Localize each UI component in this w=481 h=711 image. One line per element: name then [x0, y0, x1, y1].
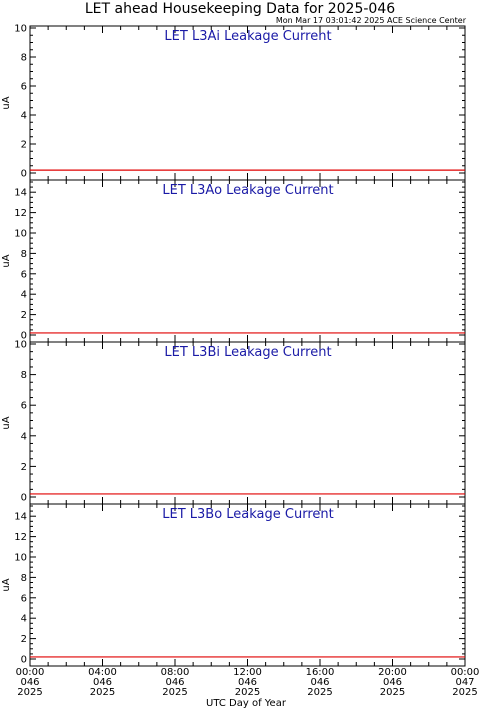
x-tick-time: 08:00 — [161, 667, 190, 678]
y-tick-label: 14 — [14, 512, 27, 523]
y-tick-label: 0 — [21, 655, 27, 666]
y-tick-label: 10 — [14, 24, 27, 35]
chart-panel-2: 0 2 4 6 8 10 12 14 uA LET L3Ao Leakage Current — [1, 179, 466, 343]
x-tick-time: 00:00 — [16, 667, 45, 678]
x-tick-time: 00:00 — [451, 667, 480, 678]
generation-timestamp: Mon Mar 17 03:01:42 2025 ACE Science Cen… — [276, 16, 467, 25]
y-tick-label: 8 — [21, 370, 27, 381]
x-tick-year: 2025 — [90, 687, 115, 698]
x-tick-time: 20:00 — [378, 667, 407, 678]
panel-title: LET L3Ao Leakage Current — [162, 183, 333, 198]
panel-frame — [29, 503, 466, 667]
x-tick-doy: 046 — [20, 677, 39, 688]
x-tick-year: 2025 — [307, 687, 332, 698]
panel-frame — [29, 341, 466, 505]
y-tick-label: 6 — [21, 401, 27, 412]
y-tick-label: 4 — [21, 431, 27, 442]
y-tick-label: 10 — [14, 229, 27, 240]
panel-frame — [29, 179, 466, 343]
y-tick-label: 14 — [14, 188, 27, 199]
y-tick-label: 6 — [21, 82, 27, 93]
y-tick-label: 10 — [14, 340, 27, 351]
x-tick-time: 16:00 — [306, 667, 335, 678]
y-tick-label: 6 — [21, 593, 27, 604]
x-tick-doy: 047 — [455, 677, 474, 688]
y-tick-label: 10 — [14, 553, 27, 564]
y-tick-label: 8 — [21, 249, 27, 260]
y-tick-label: 4 — [21, 290, 27, 301]
panel-title: LET L3Ai Leakage Current — [164, 29, 331, 44]
y-axis-label: uA — [1, 578, 12, 591]
x-tick-time: 12:00 — [233, 667, 262, 678]
y-tick-label: 0 — [21, 169, 27, 180]
x-tick-doy: 046 — [310, 677, 329, 688]
x-tick-doy: 046 — [383, 677, 402, 688]
page-title: LET ahead Housekeeping Data for 2025-046 — [85, 1, 395, 17]
y-tick-label: 2 — [21, 140, 27, 151]
x-tick-time: 04:00 — [88, 667, 117, 678]
x-tick-doy: 046 — [238, 677, 257, 688]
y-tick-label: 12 — [14, 532, 27, 543]
chart-panel-1: 0 2 4 6 8 10 uA LET L3Ai Leakage Current — [1, 24, 466, 181]
chart-panel-4: 0 2 4 6 8 10 12 14 uA LET L3Bo Leakage Current — [1, 503, 466, 667]
x-axis-label: UTC Day of Year — [206, 698, 287, 709]
y-tick-label: 2 — [21, 462, 27, 473]
y-tick-label: 6 — [21, 269, 27, 280]
x-tick-year: 2025 — [162, 687, 187, 698]
y-tick-label: 0 — [21, 493, 27, 504]
y-tick-label: 4 — [21, 111, 27, 122]
y-axis-label: uA — [1, 416, 12, 429]
x-tick-year: 2025 — [17, 687, 42, 698]
y-axis-label: uA — [1, 96, 12, 109]
x-axis: 00:00046202504:00046202508:00046202512:0… — [16, 667, 480, 698]
y-tick-label: 12 — [14, 208, 27, 219]
x-tick-doy: 046 — [93, 677, 112, 688]
y-tick-label: 4 — [21, 614, 27, 625]
panel-frame — [29, 25, 466, 181]
y-tick-label: 0 — [21, 331, 27, 342]
y-tick-label: 8 — [21, 573, 27, 584]
x-tick-doy: 046 — [165, 677, 184, 688]
x-tick-year: 2025 — [235, 687, 260, 698]
panel-title: LET L3Bi Leakage Current — [164, 345, 331, 360]
y-tick-label: 8 — [21, 53, 27, 64]
x-tick-year: 2025 — [380, 687, 405, 698]
y-tick-label: 2 — [21, 310, 27, 321]
panel-title: LET L3Bo Leakage Current — [162, 507, 334, 522]
chart-panel-3: 0 2 4 6 8 10 uA LET L3Bi Leakage Current — [1, 340, 466, 505]
y-tick-label: 2 — [21, 634, 27, 645]
x-tick-year: 2025 — [452, 687, 477, 698]
panels: 0 2 4 6 8 10 uA LET L3Ai Leakage Current 0 2 4 6 8 10… — [1, 24, 466, 667]
y-axis-label: uA — [1, 254, 12, 267]
